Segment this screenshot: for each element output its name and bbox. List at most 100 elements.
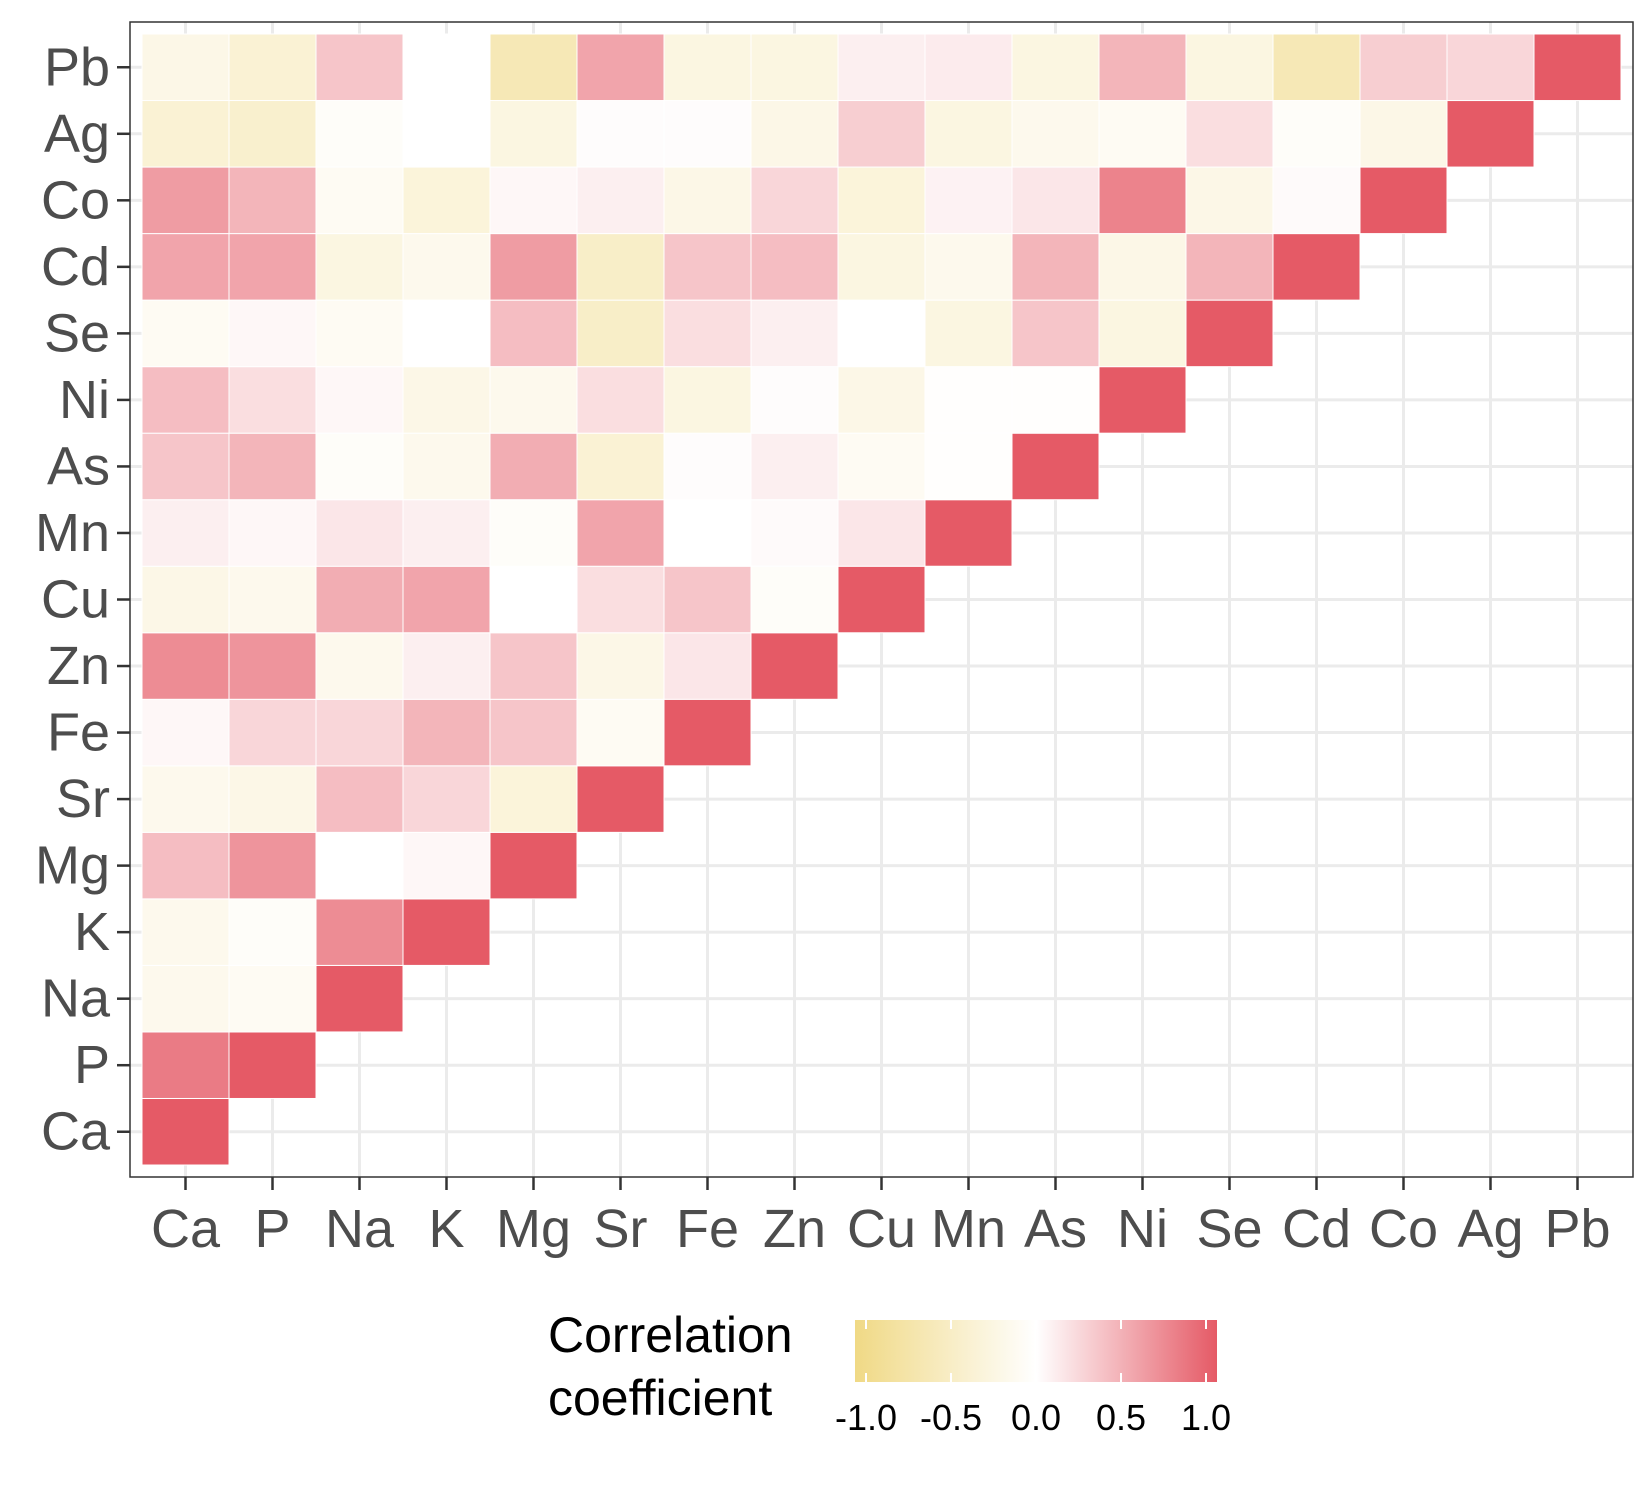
heatmap-cell-p-sr: [228, 765, 317, 833]
heatmap-cell-cu-cd: [837, 233, 926, 301]
heatmap-cell-co-pb: [1359, 33, 1448, 102]
y-tick-label-co: Co: [41, 170, 110, 230]
heatmap-cell-p-co: [228, 166, 317, 235]
axes: CaCaPPNaNaKKMgMgSrSrFeFeZnZnCuCuMnMnAsAs…: [35, 37, 1611, 1259]
heatmap-cell-na-fe: [315, 698, 404, 767]
heatmap-cell-p-as: [228, 432, 317, 501]
heatmap-cell-ca-mg: [141, 831, 230, 900]
heatmap-cell-pb-pb: [1533, 33, 1622, 102]
y-tick-label-mg: Mg: [35, 836, 110, 896]
heatmap-cell-na-pb: [315, 33, 404, 102]
heatmap-cell-as-se: [1011, 299, 1100, 368]
heatmap-cell-p-mn: [228, 499, 317, 567]
heatmap-cell-ni-cd: [1098, 233, 1187, 301]
y-tick-label-ag: Ag: [44, 104, 110, 164]
heatmap-cell-sr-fe: [576, 698, 665, 767]
heatmap-cell-mn-pb: [924, 33, 1013, 102]
heatmap-cell-sr-mn: [576, 499, 665, 567]
heatmap-cell-k-co: [402, 166, 491, 235]
heatmap-cell-p-mg: [228, 831, 317, 900]
heatmap-cell-cu-as: [837, 432, 926, 501]
x-tick-label-mn: Mn: [931, 1199, 1006, 1259]
y-tick-label-ca: Ca: [41, 1102, 111, 1162]
heatmap-cell-as-ag: [1011, 100, 1100, 168]
legend-tick-label: -1.0: [835, 1397, 897, 1438]
x-tick-label-pb: Pb: [1544, 1199, 1610, 1259]
x-tick-label-co: Co: [1369, 1199, 1438, 1259]
heatmap-cell-k-ag: [402, 100, 491, 168]
heatmap-cell-p-fe: [228, 698, 317, 767]
heatmap-cell-sr-se: [576, 299, 665, 368]
heatmap-cell-mn-ag: [924, 100, 1013, 168]
heatmap-cell-mg-mn: [489, 499, 578, 567]
x-tick-label-na: Na: [325, 1199, 395, 1259]
heatmap-cell-k-mn: [402, 499, 491, 567]
y-tick-label-zn: Zn: [47, 636, 110, 696]
heatmap-cell-as-pb: [1011, 33, 1100, 102]
heatmap-cell-k-ni: [402, 366, 491, 434]
heatmap-cell-ni-co: [1098, 166, 1187, 235]
x-tick-label-p: P: [254, 1199, 290, 1259]
heatmap-cell-ni-se: [1098, 299, 1187, 368]
heatmap-cell-p-k: [228, 898, 317, 966]
heatmap-cell-ni-pb: [1098, 33, 1187, 102]
legend-tick-label: 1.0: [1181, 1397, 1231, 1438]
y-tick-label-cu: Cu: [41, 570, 110, 630]
heatmap-cell-zn-se: [750, 299, 839, 368]
x-tick-label-ni: Ni: [1117, 1199, 1168, 1259]
legend-title-line-2: coefficient: [548, 1370, 772, 1426]
heatmap-cell-k-pb: [402, 33, 491, 102]
heatmap-cell-p-ag: [228, 100, 317, 168]
heatmap-cell-mg-cd: [489, 233, 578, 301]
legend-tick-label: -0.5: [920, 1397, 982, 1438]
heatmap-cell-k-se: [402, 299, 491, 368]
heatmap-cell-ca-as: [141, 432, 230, 501]
heatmap-cell-mg-zn: [489, 632, 578, 700]
heatmap-cell-sr-cu: [576, 565, 665, 634]
heatmap-cell-ca-cd: [141, 233, 230, 301]
heatmap-cell-p-pb: [228, 33, 317, 102]
heatmap-cell-na-co: [315, 166, 404, 235]
heatmap-cell-co-ag: [1359, 100, 1448, 168]
heatmap-cell-fe-cd: [663, 233, 752, 301]
y-tick-label-pb: Pb: [44, 37, 110, 97]
heatmap-cell-as-ni: [1011, 366, 1100, 434]
heatmap-cell-p-na: [228, 964, 317, 1033]
heatmap-cell-p-se: [228, 299, 317, 368]
heatmap-cell-sr-cd: [576, 233, 665, 301]
heatmap-cell-na-as: [315, 432, 404, 501]
heatmap-cell-co-co: [1359, 166, 1448, 235]
heatmap-cell-fe-as: [663, 432, 752, 501]
heatmap-cell-ca-cu: [141, 565, 230, 634]
heatmap-cell-ca-na: [141, 964, 230, 1033]
heatmap-cell-k-k: [402, 898, 491, 966]
heatmap-cell-na-mn: [315, 499, 404, 567]
heatmap-cell-mg-ag: [489, 100, 578, 168]
heatmap-cell-fe-fe: [663, 698, 752, 767]
x-tick-label-cu: Cu: [847, 1199, 916, 1259]
heatmap-cell-fe-mn: [663, 499, 752, 567]
x-tick-label-mg: Mg: [496, 1199, 571, 1259]
color-legend: Correlation coefficient -1.0 -0.5 0.0 0.5 1.…: [548, 1307, 1231, 1438]
x-tick-label-cd: Cd: [1282, 1199, 1351, 1259]
heatmap-cell-se-pb: [1185, 33, 1274, 102]
heatmap-cell-cu-ag: [837, 100, 926, 168]
heatmap-cell-na-se: [315, 299, 404, 368]
heatmap-cell-ca-se: [141, 299, 230, 368]
heatmap-cell-p-cu: [228, 565, 317, 634]
heatmap-cell-fe-se: [663, 299, 752, 368]
heatmap-cell-ca-co: [141, 166, 230, 235]
heatmap-cell-mn-cd: [924, 233, 1013, 301]
heatmap-cell-fe-zn: [663, 632, 752, 700]
heatmap-cell-se-se: [1185, 299, 1274, 368]
heatmap-cell-na-mg: [315, 831, 404, 900]
heatmap-cell-ni-ni: [1098, 366, 1187, 434]
heatmap-cell-ag-ag: [1446, 100, 1535, 168]
heatmap-cell-cu-se: [837, 299, 926, 368]
heatmap-cell-p-zn: [228, 632, 317, 700]
heatmap-cell-ca-pb: [141, 33, 230, 102]
y-tick-label-sr: Sr: [56, 769, 110, 829]
heatmap-cell-k-as: [402, 432, 491, 501]
heatmap-cell-mn-ni: [924, 366, 1013, 434]
